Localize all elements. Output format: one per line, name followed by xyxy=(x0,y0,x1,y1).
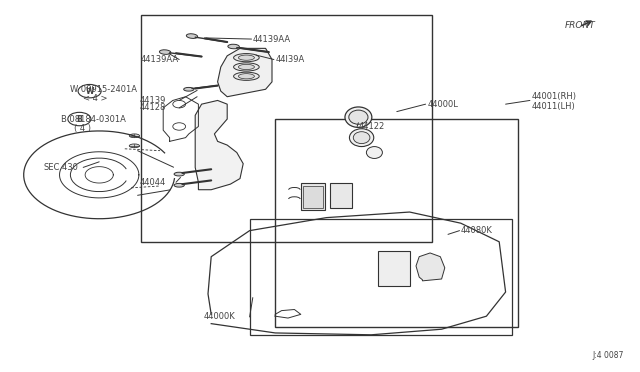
Bar xyxy=(141,15,432,242)
Bar xyxy=(250,219,512,335)
Ellipse shape xyxy=(174,183,184,187)
Ellipse shape xyxy=(186,34,198,38)
Text: 44139AA: 44139AA xyxy=(141,55,179,64)
Text: B 08184-0301A: B 08184-0301A xyxy=(61,115,125,124)
Ellipse shape xyxy=(234,72,259,80)
Polygon shape xyxy=(218,48,272,97)
Polygon shape xyxy=(195,100,243,190)
Ellipse shape xyxy=(234,63,259,71)
Circle shape xyxy=(68,112,91,126)
Text: 44139: 44139 xyxy=(140,96,166,105)
Bar xyxy=(301,183,325,210)
Text: SEC.430: SEC.430 xyxy=(44,163,78,172)
Bar xyxy=(378,251,410,286)
Ellipse shape xyxy=(349,110,368,124)
Ellipse shape xyxy=(366,147,383,158)
Text: < 4 >: < 4 > xyxy=(83,94,108,103)
Circle shape xyxy=(78,84,101,98)
Text: 44000L: 44000L xyxy=(428,100,458,109)
Text: W 08915-2401A: W 08915-2401A xyxy=(70,85,138,94)
Text: 44044: 44044 xyxy=(140,178,166,187)
Circle shape xyxy=(173,100,186,108)
Ellipse shape xyxy=(129,144,140,148)
Ellipse shape xyxy=(345,107,372,127)
Text: 44001(RH): 44001(RH) xyxy=(531,92,576,101)
Bar xyxy=(303,186,323,208)
Ellipse shape xyxy=(174,172,184,176)
Bar xyxy=(330,183,352,208)
Ellipse shape xyxy=(159,50,171,54)
Ellipse shape xyxy=(238,55,255,60)
Text: 44122: 44122 xyxy=(358,122,385,131)
Ellipse shape xyxy=(238,64,255,70)
Ellipse shape xyxy=(238,74,255,79)
Text: 44139AA: 44139AA xyxy=(253,35,291,44)
Text: 44080K: 44080K xyxy=(461,226,493,235)
Text: 44128: 44128 xyxy=(140,103,166,112)
Ellipse shape xyxy=(228,44,239,49)
Ellipse shape xyxy=(234,54,259,62)
Text: B: B xyxy=(77,115,82,124)
Text: FRONT: FRONT xyxy=(564,21,595,30)
Ellipse shape xyxy=(353,132,370,144)
Text: J:4 0087: J:4 0087 xyxy=(593,351,624,360)
Text: 44l39A: 44l39A xyxy=(275,55,305,64)
Text: W: W xyxy=(85,87,94,96)
Text: 44011(LH): 44011(LH) xyxy=(531,102,575,110)
Text: ( 4 ): ( 4 ) xyxy=(74,124,91,133)
Circle shape xyxy=(173,123,186,130)
Ellipse shape xyxy=(349,129,374,147)
Ellipse shape xyxy=(129,134,140,138)
Ellipse shape xyxy=(184,87,194,91)
Bar xyxy=(275,119,518,327)
Text: 44000K: 44000K xyxy=(204,312,236,321)
Polygon shape xyxy=(416,253,445,281)
